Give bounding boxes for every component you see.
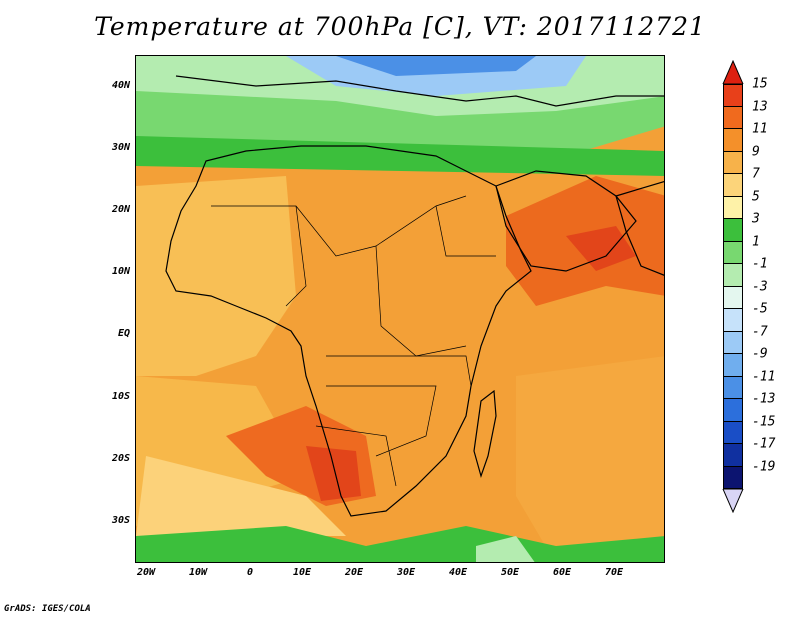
colorbar-bottom-arrow-shape [722,489,744,513]
arabia-hot-core [566,226,636,271]
lon-label: 60E [552,567,572,578]
colorbar-swatch [723,309,743,332]
southern-ocean-cold-patch [476,536,535,562]
lat-label: EQ [117,328,130,339]
colorbar-swatch [723,219,743,242]
border-sahara [211,195,467,257]
colorbar-swatch [723,174,743,197]
border-mali [285,205,307,307]
colorbar-label: -9 [752,346,768,362]
colorbar-label: -19 [752,459,776,474]
europe-coastline [175,75,664,107]
border-south [315,425,397,487]
subtropical-green-band [136,136,664,176]
colorbar-swatch [723,151,743,174]
colorbar-top-arrow [722,60,744,84]
lat-label: 40N [111,80,130,91]
lat-label: 30N [111,142,130,153]
border-south-central [326,385,437,457]
colorbar-swatch [723,241,743,264]
colorbar [723,84,743,489]
lat-label: 10N [111,266,130,277]
colorbar-label: -13 [752,391,776,407]
border-chad [375,245,467,357]
colorbar-swatch [723,466,743,489]
colorbar-swatch [723,421,743,444]
colorbar-swatch [723,376,743,399]
lon-label: 50E [500,567,520,578]
lon-label: 40E [448,567,468,578]
colorbar-label: -5 [752,301,768,317]
colorbar-label: 15 [752,76,768,92]
colorbar-label: -1 [752,256,768,272]
lat-label: 30S [111,515,130,526]
lat-label: 20N [111,204,130,215]
colorbar-top-arrow-shape [722,60,744,84]
colorbar-label: -7 [752,324,768,339]
lon-label: 10E [292,567,312,578]
colorbar-swatch [723,84,743,107]
colorbar-label: 13 [752,99,768,114]
colorbar-label: 11 [752,121,768,137]
colorbar-label: 1 [752,234,760,249]
lat-label: 20S [111,453,130,464]
colorbar-swatch [723,286,743,309]
colorbar-label: -15 [752,414,776,429]
indian-ocean-field [516,356,664,562]
south-atlantic-cool-field [136,456,346,536]
lon-label: 0 [246,567,254,578]
colorbar-swatch [723,129,743,152]
map-canvas [136,56,664,562]
colorbar-label: 7 [752,166,760,182]
border-egypt-sudan [435,205,496,257]
africa-coastline [165,145,532,517]
madagascar-coastline [473,389,497,478]
colorbar-swatch [723,264,743,287]
lon-label: 70E [604,567,624,578]
india-coastline [615,180,664,276]
chart-title: Temperature at 700hPa [C], VT: 201711272… [94,12,706,41]
colorbar-label: 3 [752,211,760,227]
colorbar-label: -11 [752,369,776,384]
lon-label: 20E [344,567,364,578]
kalahari-hot-core [306,446,361,501]
colorbar-label: -17 [752,436,776,452]
lon-label: 30E [396,567,416,578]
colorbar-swatch [723,196,743,219]
europe-cold-core [336,56,536,76]
temperature-map [135,55,665,563]
credit-label: GrADS: IGES/COLA [4,604,91,614]
lon-label: 10W [188,567,208,578]
colorbar-swatch [723,399,743,422]
lon-label: 20W [136,567,156,578]
lat-label: 10S [111,391,130,402]
southern-cool-band [136,526,664,562]
colorbar-label: 9 [752,144,760,159]
colorbar-swatch [723,354,743,377]
colorbar-swatch [723,331,743,354]
colorbar-label: -3 [752,279,768,294]
colorbar-label: 5 [752,189,760,204]
colorbar-swatch [723,444,743,467]
colorbar-swatch [723,106,743,129]
coastlines [165,75,664,517]
country-borders [211,195,496,487]
border-central [326,355,472,387]
arabia-coastline [495,170,637,272]
colorbar-bottom-arrow [722,489,744,513]
